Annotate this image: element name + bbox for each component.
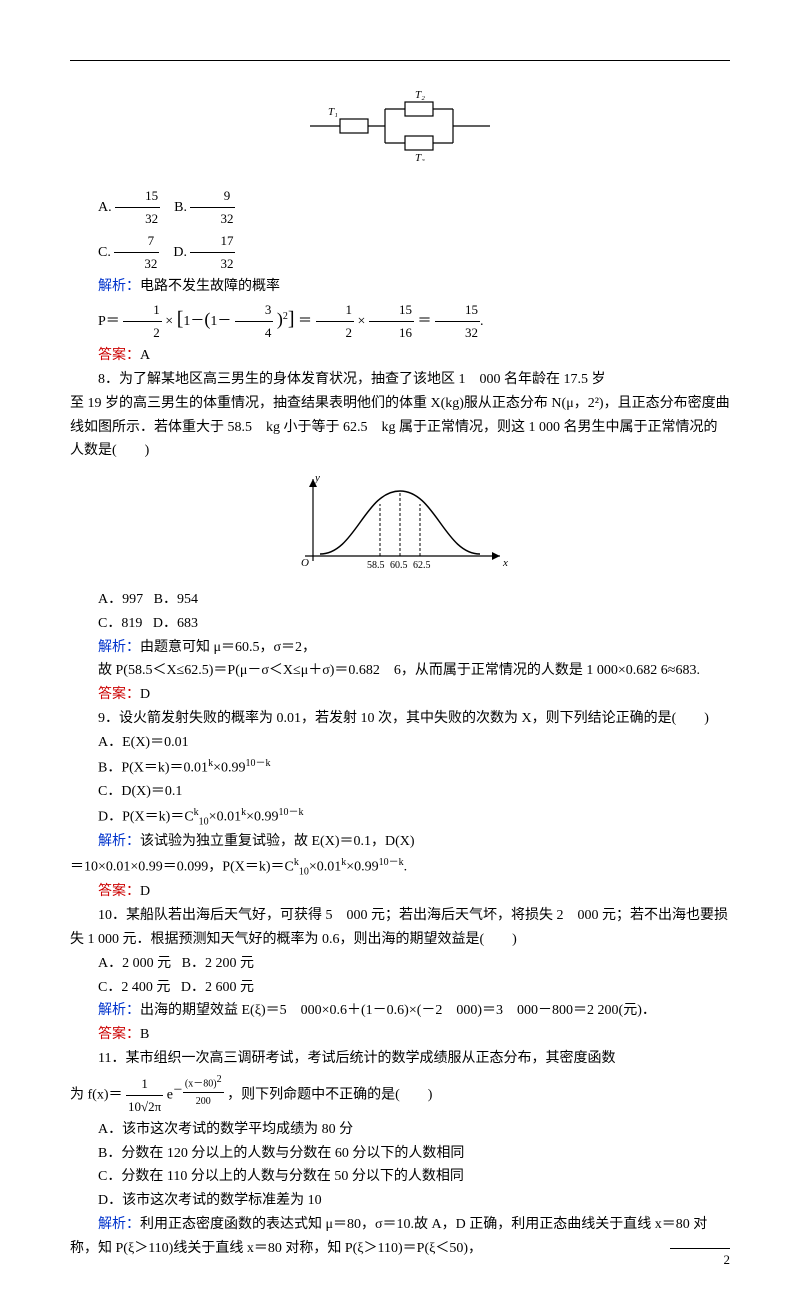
q7-optA-frac: 1532	[115, 185, 160, 230]
q10-optD: D．2 600 元	[181, 980, 254, 995]
sol-label: 解析：	[98, 1217, 140, 1232]
q9-stem: 9．设火箭发射失败的概率为 0.01，若发射 10 次，其中失败的次数为 X，则…	[70, 707, 730, 731]
ans-label: 答案：	[98, 1027, 140, 1042]
q7-optD-frac: 1732	[190, 230, 235, 275]
circuit-diagram: T₁ T₂ T₃	[70, 91, 730, 170]
top-rule	[70, 60, 730, 61]
q8-optB: B．954	[154, 592, 198, 607]
sol-text: 电路不发生故障的概率	[140, 279, 280, 294]
q11-stem1: 11．某市组织一次高三调研考试，考试后统计的数学成绩服从正态分布，其密度函数	[70, 1047, 730, 1071]
q7-optC-frac: 732	[114, 230, 159, 275]
q11-optD: D．该市这次考试的数学标准差为 10	[70, 1189, 730, 1213]
q10-stem: 10．某船队若出海后天气好，可获得 5 000 元；若出海后天气坏，将损失 2 …	[70, 904, 730, 952]
q7-opts-row2: C. 732 D. 1732	[70, 230, 730, 275]
ans-label: 答案：	[98, 884, 140, 899]
q11-optC: C．分数在 110 分以上的人数与分数在 50 分以下的人数相同	[70, 1165, 730, 1189]
t3-label: T₃	[415, 152, 425, 161]
svg-text:O: O	[301, 557, 309, 569]
q11-sol: 解析：利用正态密度函数的表达式知 μ＝80，σ＝10.故 A，D 正确，利用正态…	[70, 1213, 730, 1261]
q11-stem2: 为 f(x)＝ 110√2π e－(x－80)2200 ，则下列命题中不正确的是…	[70, 1071, 730, 1118]
svg-text:y: y	[314, 472, 320, 484]
q9-answer: 答案：D	[70, 880, 730, 904]
q10-optA: A．2 000 元	[98, 956, 171, 971]
q7-optD-pre: D.	[173, 245, 187, 260]
q7-optB-frac: 932	[190, 185, 235, 230]
q10-opts-row1: A．2 000 元 B．2 200 元	[70, 952, 730, 976]
sol-label: 解析：	[98, 834, 140, 849]
q8-stem1: 8．为了解某地区高三男生的身体发育状况，抽查了该地区 1 000 名年龄在 17…	[70, 368, 730, 392]
q7-formula: P＝ 12 × [1－(1－ 34 )2] ＝ 12 × 1516 ＝ 1532…	[70, 299, 730, 344]
q9-sol2: ＝10×0.01×0.99＝0.099，P(X＝k)＝Ck10×0.01k×0.…	[70, 854, 730, 880]
ans-label: 答案：	[98, 348, 140, 363]
sol-label: 解析：	[98, 1003, 140, 1018]
q7-answer: 答案：A	[70, 344, 730, 368]
svg-text:60.5: 60.5	[390, 560, 408, 571]
q10-optB: B．2 200 元	[182, 956, 254, 971]
q9-optD: D．P(X＝k)＝Ck10×0.01k×0.9910－k	[70, 804, 730, 830]
q8-optC: C．819	[98, 616, 142, 631]
q8-optA: A．997	[98, 592, 143, 607]
t2-label: T₂	[415, 91, 425, 101]
q8-chart: O y x 58.5 60.5 62.5	[70, 471, 730, 580]
ans-text: A	[140, 348, 150, 363]
q7-optB-pre: B.	[174, 200, 187, 215]
sol-label: 解析：	[98, 279, 140, 294]
q8-optD: D．683	[153, 616, 198, 631]
q11-optA: A．该市这次考试的数学平均成绩为 80 分	[70, 1118, 730, 1142]
q7-opts-row1: A. 1532 B. 932	[70, 185, 730, 230]
q9-optB: B．P(X＝k)＝0.01k×0.9910－k	[70, 755, 730, 780]
q8-answer: 答案：D	[70, 683, 730, 707]
q10-answer: 答案：B	[70, 1023, 730, 1047]
q8-sol1: 解析：由题意可知 μ＝60.5，σ＝2，	[70, 636, 730, 660]
svg-text:62.5: 62.5	[413, 560, 431, 571]
q10-opts-row2: C．2 400 元 D．2 600 元	[70, 976, 730, 1000]
q9-sol1: 解析：该试验为独立重复试验，故 E(X)＝0.1，D(X)	[70, 830, 730, 854]
q9-optC: C．D(X)＝0.1	[70, 780, 730, 804]
page-number: 2	[670, 1248, 730, 1271]
q11-optB: B．分数在 120 分以上的人数与分数在 60 分以下的人数相同	[70, 1142, 730, 1166]
svg-text:x: x	[502, 557, 508, 569]
q7-optC-pre: C.	[98, 245, 111, 260]
sol-label: 解析：	[98, 640, 140, 655]
q10-sol: 解析：出海的期望效益 E(ξ)＝5 000×0.6＋(1－0.6)×(－2 00…	[70, 999, 730, 1023]
q7-optA-pre: A.	[98, 200, 112, 215]
q8-stem2: 至 19 岁的高三男生的体重情况，抽查结果表明他们的体重 X(kg)服从正态分布…	[70, 392, 730, 463]
ans-label: 答案：	[98, 687, 140, 702]
q9-optA: A．E(X)＝0.01	[70, 731, 730, 755]
q8-sol2: 故 P(58.5＜X≤62.5)＝P(μ－σ＜X≤μ＋σ)＝0.682 6，从而…	[70, 659, 730, 683]
q10-optC: C．2 400 元	[98, 980, 170, 995]
q8-opts-row1: A．997 B．954	[70, 588, 730, 612]
q8-opts-row2: C．819 D．683	[70, 612, 730, 636]
t1-label: T₁	[328, 106, 338, 118]
svg-text:58.5: 58.5	[367, 560, 385, 571]
q7-solution-label: 解析：电路不发生故障的概率	[70, 275, 730, 299]
